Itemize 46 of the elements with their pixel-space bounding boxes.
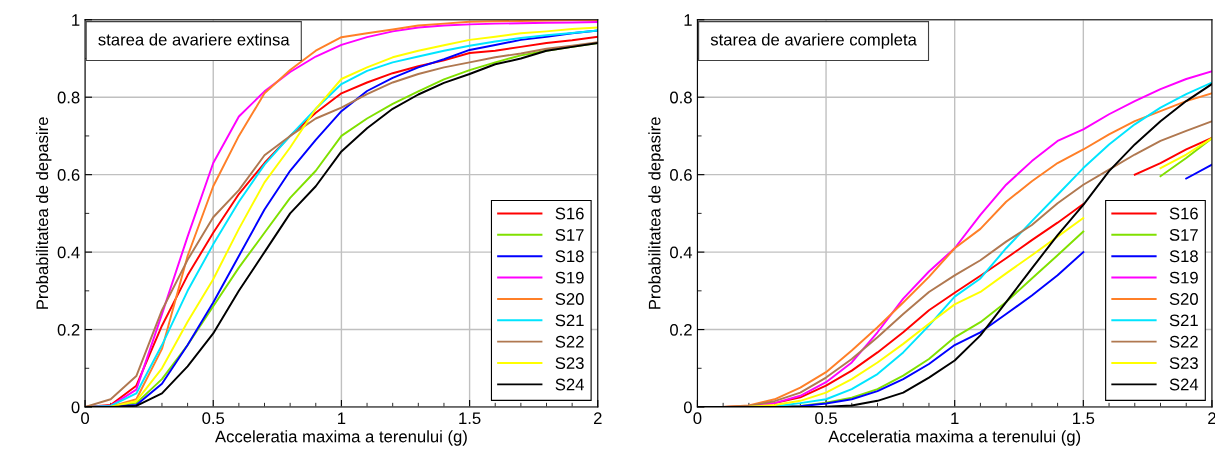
- y-axis-title: Probabilitatea de depasire: [648, 117, 664, 309]
- legend-label: S17: [555, 228, 584, 241]
- text: starea de avariere completa: [710, 33, 917, 49]
- y-tick-label: 0: [71, 401, 80, 414]
- y-tick-label: 0.2: [670, 323, 692, 336]
- x-tick-label: 0: [693, 412, 702, 425]
- legend-label: S20: [1169, 293, 1198, 305]
- legend-label: S19: [1169, 271, 1198, 284]
- legend-label: S22: [1169, 335, 1198, 348]
- legend-label: S18: [1169, 250, 1198, 263]
- x-tick-label: 0: [81, 412, 90, 425]
- legend-label: S24: [555, 378, 584, 391]
- legend-label: S18: [555, 250, 584, 263]
- legend-label: S21: [1169, 314, 1198, 327]
- x-tick-label: 1: [951, 412, 959, 424]
- y-tick-label: 0.2: [57, 323, 80, 336]
- legend-label: S17: [1169, 228, 1198, 241]
- y-tick-label: 0.8: [670, 91, 692, 104]
- x-tick-label: 1.5: [459, 412, 481, 425]
- y-tick-label: 0.4: [670, 246, 693, 259]
- legend-label: S24: [1169, 378, 1199, 391]
- y-tick-label: 0.6: [57, 169, 80, 181]
- x-axis-title: Acceleratia maxima a terenului (g): [828, 430, 1081, 446]
- legend-label: S21: [555, 314, 584, 327]
- y-tick-label: 0.8: [57, 91, 80, 104]
- y-tick-label: 0: [683, 401, 692, 414]
- y-tick-label: 0.6: [670, 169, 692, 181]
- y-tick-label: 1: [684, 14, 692, 26]
- x-tick-label: 2: [1208, 412, 1215, 424]
- x-tick-label: 1.5: [1073, 412, 1095, 425]
- legend-label: S23: [1169, 357, 1198, 370]
- x-tick-label: 1: [338, 412, 346, 424]
- x-tick-label: 0.5: [202, 412, 225, 425]
- y-tick-label: 1: [72, 14, 80, 26]
- legend-label: S16: [1169, 207, 1198, 220]
- legend-label: S16: [555, 207, 584, 220]
- text: starea de avariere extinsa: [98, 33, 290, 46]
- x-axis-title: Acceleratia maxima a terenului (g): [215, 430, 467, 446]
- x-tick-label: 2: [593, 412, 602, 424]
- legend-label: S20: [555, 293, 584, 305]
- legend-label: S22: [555, 335, 584, 348]
- x-tick-label: 0.5: [815, 412, 837, 425]
- y-tick-label: 0.4: [57, 246, 80, 259]
- legend-label: S19: [555, 271, 584, 284]
- legend-label: S23: [555, 357, 584, 370]
- y-axis-title: Probabilitatea de depasire: [35, 117, 52, 309]
